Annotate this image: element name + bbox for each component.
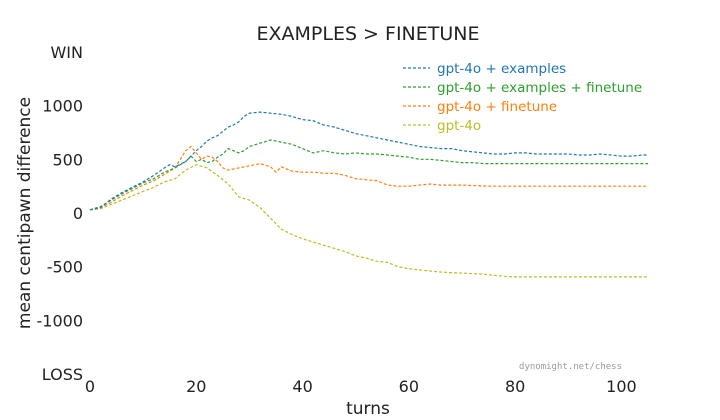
- x-axis-ticks: 0 20 40 60 80 100: [85, 377, 637, 396]
- series-line: [89, 111, 648, 211]
- x-tick-label: 40: [292, 377, 312, 396]
- legend-label: gpt-4o + examples: [437, 61, 566, 77]
- y-tick-label: 500: [52, 150, 83, 169]
- y-axis-label: mean centipawn difference: [15, 97, 35, 329]
- legend-label: gpt-4o + finetune: [437, 99, 557, 115]
- watermark: dynomight.net/chess: [519, 362, 622, 372]
- y-axis-ticks: WIN 1000 500 0 -500 -1000 LOSS: [37, 43, 84, 384]
- y-tick-label: -500: [47, 258, 83, 277]
- y-tick-label: LOSS: [42, 365, 83, 384]
- series-lines: [89, 111, 648, 278]
- x-tick-label: 100: [606, 377, 637, 396]
- y-tick-label: -1000: [37, 311, 84, 330]
- chart-title: EXAMPLES > FINETUNE: [257, 23, 480, 45]
- x-tick-label: 0: [85, 377, 95, 396]
- x-tick-label: 20: [186, 377, 206, 396]
- y-tick-label: WIN: [50, 43, 83, 62]
- x-tick-label: 80: [505, 377, 525, 396]
- legend: gpt-4o + examples gpt-4o + examples + fin…: [403, 61, 642, 134]
- series-line: [89, 164, 648, 278]
- y-tick-label: 0: [73, 204, 83, 223]
- series-line: [89, 139, 648, 211]
- x-tick-label: 60: [399, 377, 419, 396]
- y-tick-label: 1000: [42, 97, 83, 116]
- legend-label: gpt-4o + examples + finetune: [437, 80, 642, 96]
- x-axis-label: turns: [346, 399, 390, 419]
- legend-label: gpt-4o: [437, 118, 481, 134]
- series-line: [89, 145, 648, 211]
